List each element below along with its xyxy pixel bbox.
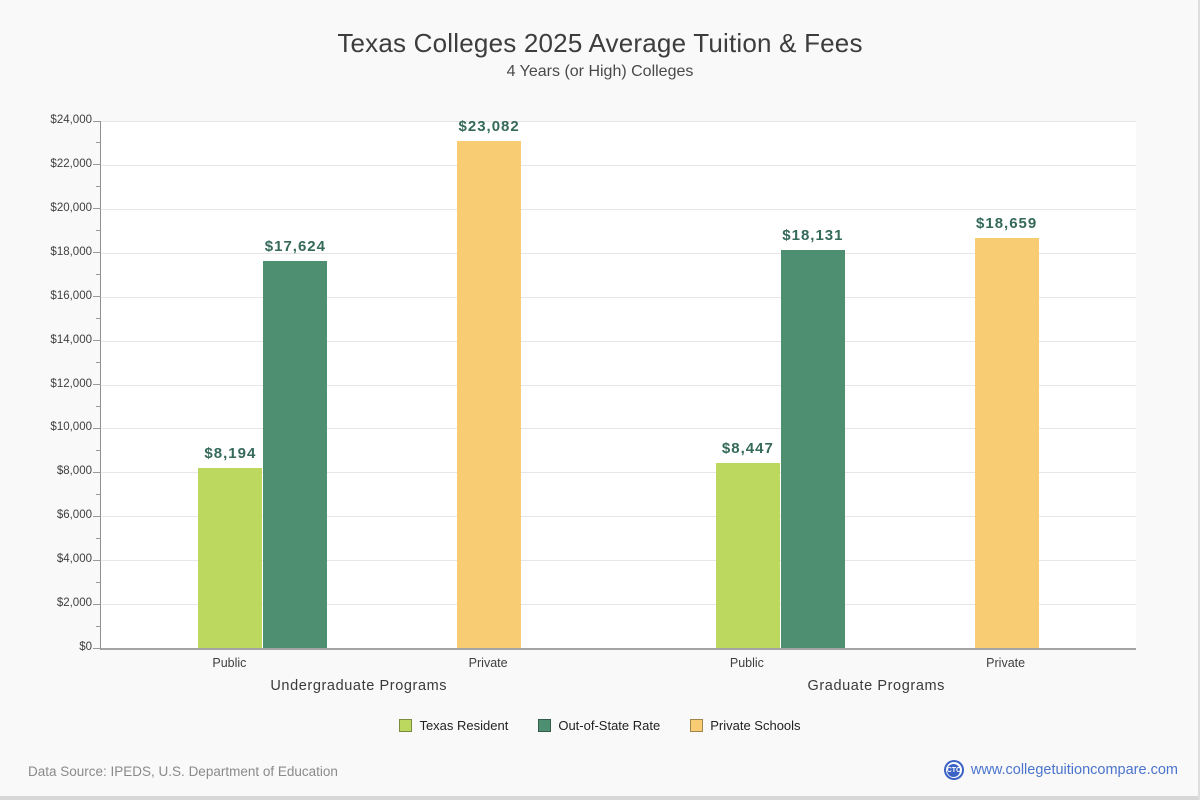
bar[interactable] xyxy=(715,462,780,648)
bar-value-label: $18,131 xyxy=(782,226,844,244)
bar-value-label: $23,082 xyxy=(458,118,520,136)
ctc-logo-icon: CTC xyxy=(943,760,964,780)
y-axis-major-tick xyxy=(93,603,101,605)
y-axis-tick-label: $2,000 xyxy=(56,597,92,610)
y-axis-minor-tick xyxy=(96,405,101,407)
y-axis-minor-tick xyxy=(96,142,101,144)
y-axis-tick-label: $20,000 xyxy=(50,201,92,214)
y-axis-minor-tick xyxy=(96,493,101,495)
y-axis-tick-label: $14,000 xyxy=(50,333,92,346)
gridline xyxy=(101,516,1136,518)
legend-label: Private Schools xyxy=(710,718,801,733)
bar[interactable] xyxy=(263,261,328,648)
gridline xyxy=(101,208,1136,210)
gridline xyxy=(101,340,1136,342)
legend-item[interactable]: Private Schools xyxy=(690,718,801,733)
y-axis-major-tick xyxy=(93,120,101,122)
ctc-logo-ring: CTC xyxy=(945,762,962,778)
y-axis-tick-label: $6,000 xyxy=(56,509,92,522)
gridline xyxy=(101,252,1136,254)
gridline xyxy=(101,472,1136,474)
website-link[interactable]: www.collegetuitioncompare.com xyxy=(970,762,1178,778)
ctc-logo-text: CTC xyxy=(947,763,961,777)
x-axis-group-labels: Undergraduate Programs Graduate Programs xyxy=(100,678,1135,696)
group-label: Graduate Programs xyxy=(807,678,946,694)
bar-value-label: $8,194 xyxy=(204,445,257,463)
y-axis-minor-tick xyxy=(96,449,101,451)
y-axis-minor-tick xyxy=(96,186,101,188)
bar[interactable] xyxy=(457,141,522,648)
x-tick-label: Public xyxy=(212,656,247,670)
y-axis-minor-tick xyxy=(96,230,101,232)
bar[interactable] xyxy=(198,468,263,648)
y-axis-major-tick xyxy=(93,647,101,649)
page-title: Texas Colleges 2025 Average Tuition & Fe… xyxy=(337,28,863,58)
gridline xyxy=(101,164,1136,166)
group-label: Undergraduate Programs xyxy=(270,678,448,694)
x-tick-label: Private xyxy=(468,656,508,670)
page-subtitle: 4 Years (or High) Colleges xyxy=(506,63,694,80)
legend-swatch-icon xyxy=(399,719,413,732)
legend: Texas Resident Out-of-State Rate Private S… xyxy=(0,718,1200,733)
legend-item[interactable]: Texas Resident xyxy=(399,718,508,733)
y-axis-major-tick xyxy=(93,164,101,166)
x-axis-labels: Public Private Public Private xyxy=(100,656,1135,672)
y-axis-minor-tick xyxy=(96,274,101,276)
page-bottom-border xyxy=(0,796,1200,800)
y-axis-labels: $0 $2,000 $4,000 $6,000 $8,000 $10,000 $12,000… xyxy=(0,114,92,653)
gridline xyxy=(101,428,1136,430)
y-axis-tick-label: $4,000 xyxy=(56,553,92,566)
x-tick-label: Public xyxy=(729,656,764,670)
bar-value-label: $8,447 xyxy=(721,439,774,457)
y-axis-tick-label: $24,000 xyxy=(50,114,92,126)
gridline xyxy=(101,296,1136,298)
y-axis-minor-tick xyxy=(96,537,101,539)
page-right-border xyxy=(1198,0,1200,800)
y-axis-tick-label: $18,000 xyxy=(50,245,92,258)
bar-value-label: $18,659 xyxy=(976,215,1038,233)
y-axis-major-tick xyxy=(93,471,101,473)
gridline xyxy=(101,121,1136,122)
plot-area: $8,194 $17,624 $23,082 $8,447 $18,131 $18,659 xyxy=(93,118,1136,650)
y-axis-tick-label: $0 xyxy=(79,641,92,653)
y-axis-major-tick xyxy=(93,208,101,210)
y-axis-major-tick xyxy=(93,384,101,385)
y-axis-minor-tick xyxy=(96,318,101,320)
gridline xyxy=(101,604,1136,606)
bar[interactable] xyxy=(780,249,845,648)
y-axis-minor-tick xyxy=(96,362,101,364)
y-axis-minor-tick xyxy=(96,581,101,583)
bar[interactable] xyxy=(974,238,1039,648)
gridline xyxy=(101,384,1136,386)
y-axis-major-tick xyxy=(93,340,101,342)
y-axis-major-tick xyxy=(93,252,101,254)
y-axis-major-tick xyxy=(93,515,101,517)
bar-value-label: $17,624 xyxy=(264,238,326,256)
y-axis-major-tick xyxy=(93,559,101,561)
legend-item[interactable]: Out-of-State Rate xyxy=(538,718,660,733)
y-axis-tick-label: $22,000 xyxy=(50,157,92,170)
y-axis-major-tick xyxy=(93,296,101,298)
y-axis-major-tick xyxy=(93,427,101,429)
y-axis-tick-label: $8,000 xyxy=(56,465,92,478)
y-axis-tick-label: $10,000 xyxy=(50,421,92,434)
legend-swatch-icon xyxy=(538,719,552,732)
data-source-text: Data Source: IPEDS, U.S. Department of E… xyxy=(28,764,338,779)
y-axis-tick-label: $12,000 xyxy=(50,377,92,390)
x-tick-label: Private xyxy=(986,656,1026,670)
legend-label: Out-of-State Rate xyxy=(558,718,661,733)
y-axis-minor-tick xyxy=(96,625,101,627)
gridline xyxy=(101,560,1136,562)
y-axis-tick-label: $16,000 xyxy=(50,289,92,302)
site-footer: CTC www.collegetuitioncompare.com xyxy=(943,760,1178,780)
legend-swatch-icon xyxy=(690,719,704,732)
legend-label: Texas Resident xyxy=(419,718,509,733)
